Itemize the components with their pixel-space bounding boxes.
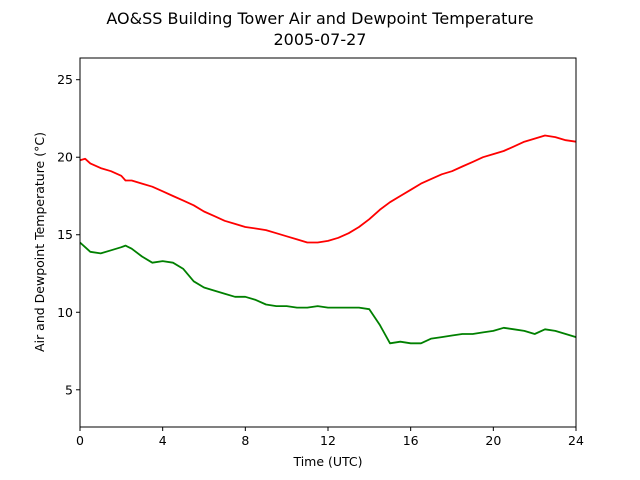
- chart-subtitle: 2005-07-27: [274, 30, 367, 49]
- chart-title: AO&SS Building Tower Air and Dewpoint Te…: [106, 9, 533, 28]
- x-tick-label: 20: [485, 433, 501, 448]
- y-tick-label: 25: [57, 72, 73, 87]
- x-tick-label: 8: [241, 433, 249, 448]
- x-tick-label: 0: [76, 433, 84, 448]
- y-tick-label: 5: [65, 382, 73, 397]
- air-temperature-line: [79, 134, 577, 244]
- x-tick-label: 16: [403, 433, 419, 448]
- x-tick-label: 12: [320, 433, 336, 448]
- x-axis-label: Time (UTC): [292, 454, 362, 469]
- x-tick-label: 24: [568, 433, 584, 448]
- y-axis-label: Air and Dewpoint Temperature (°C): [32, 132, 47, 352]
- dewpoint-temperature-line: [79, 241, 577, 345]
- y-tick-label: 10: [57, 305, 73, 320]
- plot-frame: [79, 57, 577, 428]
- plot-area: 0 4 8 12 16 20 24 5 10 15 20 25: [57, 57, 584, 448]
- x-tick-label: 4: [159, 433, 167, 448]
- y-tick-label: 20: [57, 150, 73, 165]
- y-tick-label: 15: [57, 227, 73, 242]
